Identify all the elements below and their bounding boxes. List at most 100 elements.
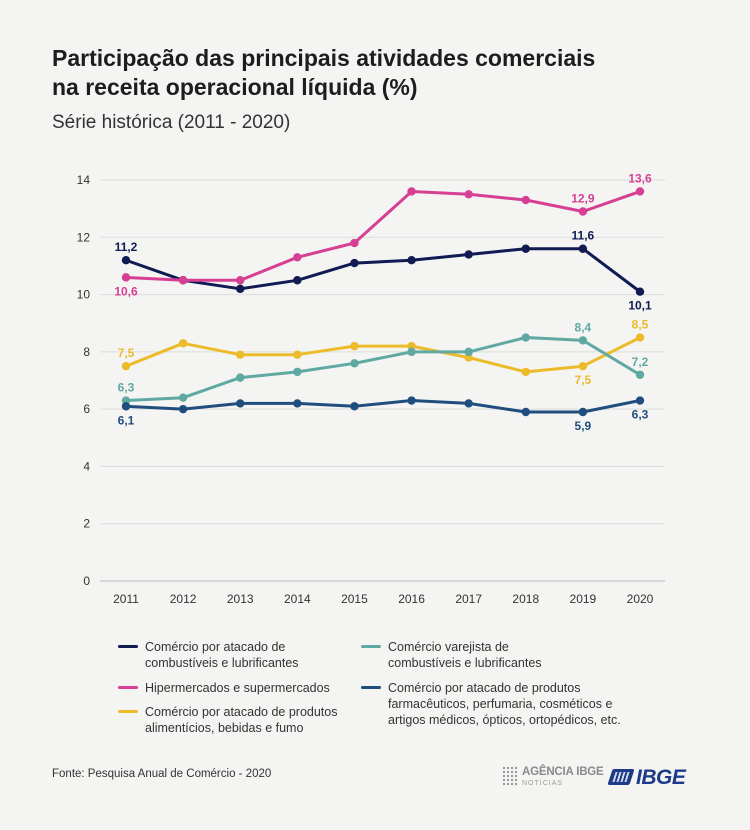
legend-label: Comércio por atacado de produtos: [388, 681, 581, 695]
data-label: 6,3: [118, 381, 135, 395]
x-tick-label: 2016: [398, 592, 425, 606]
x-tick-label: 2020: [627, 592, 654, 606]
data-point: [293, 399, 302, 408]
data-point: [521, 407, 530, 417]
data-point: [293, 350, 302, 359]
data-label: 8,4: [575, 320, 592, 334]
data-point: [635, 370, 645, 379]
data-label: 13,6: [628, 171, 652, 185]
x-tick-label: 2017: [455, 592, 482, 606]
legend-label: artigos médicos, ópticos, ortopédicos, e…: [388, 713, 621, 727]
data-point: [121, 402, 131, 411]
data-point: [236, 276, 245, 285]
x-tick-label: 2012: [170, 592, 197, 606]
data-point: [121, 256, 131, 265]
legend-swatch: [118, 645, 138, 648]
data-label: 8,5: [632, 318, 649, 332]
data-point: [578, 336, 588, 345]
series-line: [124, 336, 642, 374]
chart-title: Participação das principais atividades c…: [52, 44, 712, 102]
data-label: 6,3: [632, 408, 649, 422]
data-label: 11,2: [115, 240, 138, 254]
chart-subtitle: Série histórica (2011 - 2020): [52, 112, 291, 133]
data-point: [350, 238, 359, 248]
agencia-ibge-logo: AGÊNCIA IBGE NOTÍCIAS: [502, 764, 604, 792]
data-label: 10,1: [628, 299, 652, 313]
series-line: [124, 336, 642, 402]
line-chart: 0 2 4 6 8 10 12 14 2011 2012 2013 2014 2015 2016 2017 2…: [77, 171, 665, 606]
data-point: [293, 367, 302, 377]
legend-label: farmacêuticos, perfumaria, cosméticos e: [388, 697, 613, 711]
data-point: [635, 187, 645, 196]
data-point: [407, 187, 416, 196]
data-point: [407, 256, 416, 265]
data-point: [236, 373, 245, 382]
data-point: [635, 287, 645, 296]
legend-label: combustíveis e lubrificantes: [388, 656, 542, 670]
data-point: [407, 347, 416, 357]
legend-label: Hipermercados e supermercados: [145, 681, 330, 695]
y-tick-label: 4: [83, 459, 90, 473]
y-tick-label: 8: [83, 345, 90, 359]
legend-label: Comércio por atacado de: [145, 640, 286, 654]
data-point: [521, 195, 530, 205]
legend-swatch: [361, 645, 381, 648]
legend-label: combustíveis e lubrificantes: [145, 656, 299, 670]
data-point: [521, 244, 530, 253]
y-tick-label: 2: [83, 517, 90, 531]
y-tick-label: 0: [83, 574, 90, 588]
data-point: [578, 361, 588, 371]
ibge-logo-text: IBGE: [636, 766, 686, 789]
data-point: [293, 253, 302, 262]
data-point: [178, 393, 188, 402]
data-point: [121, 361, 131, 371]
legend-label: alimentícios, bebidas e fumo: [145, 721, 304, 735]
legend-label: Comércio por atacado de produtos: [145, 705, 338, 719]
data-label: 5,9: [575, 419, 592, 433]
data-point: [464, 190, 473, 199]
ibge-flag-icon: [607, 769, 635, 785]
data-point: [635, 333, 645, 342]
legend-swatch: [361, 686, 381, 689]
source-note: Fonte: Pesquisa Anual de Comércio - 2020: [52, 768, 272, 780]
x-tick-label: 2015: [341, 592, 368, 606]
x-tick-label: 2018: [512, 592, 539, 606]
title-line-1: Participação das principais atividades c…: [52, 45, 596, 71]
legend-swatch: [118, 686, 138, 689]
data-point: [578, 407, 588, 417]
data-point: [178, 276, 188, 285]
y-tick-label: 14: [77, 173, 91, 187]
data-point: [407, 396, 416, 405]
data-point: [578, 207, 588, 216]
data-point: [350, 359, 359, 368]
series-line: [124, 399, 642, 414]
data-point: [178, 339, 188, 348]
data-point: [350, 402, 359, 411]
agencia-logo-subtext: NOTÍCIAS: [522, 780, 564, 787]
data-label: 12,9: [571, 192, 595, 206]
data-point: [236, 399, 245, 408]
data-label: 10,6: [114, 284, 138, 298]
data-point: [521, 333, 530, 342]
data-point: [578, 244, 588, 253]
data-point: [178, 404, 188, 414]
x-tick-label: 2019: [570, 592, 597, 606]
title-line-2: na receita operacional líquida (%): [52, 74, 418, 100]
data-point: [350, 258, 359, 268]
y-tick-label: 6: [83, 402, 90, 416]
data-point: [350, 341, 359, 351]
data-point: [464, 399, 473, 408]
data-label: 6,1: [118, 413, 135, 427]
agencia-logo-text: AGÊNCIA IBGE: [522, 766, 604, 778]
data-point: [464, 347, 473, 357]
data-point: [121, 273, 131, 282]
data-label: 7,5: [575, 373, 592, 387]
x-tick-label: 2014: [284, 592, 311, 606]
y-tick-label: 12: [77, 230, 91, 244]
series-line: [124, 190, 642, 282]
x-tick-label: 2013: [227, 592, 254, 606]
x-tick-label: 2011: [113, 592, 139, 606]
data-label: 7,2: [632, 355, 649, 369]
data-label: 11,6: [572, 229, 595, 243]
series-line: [124, 247, 642, 294]
